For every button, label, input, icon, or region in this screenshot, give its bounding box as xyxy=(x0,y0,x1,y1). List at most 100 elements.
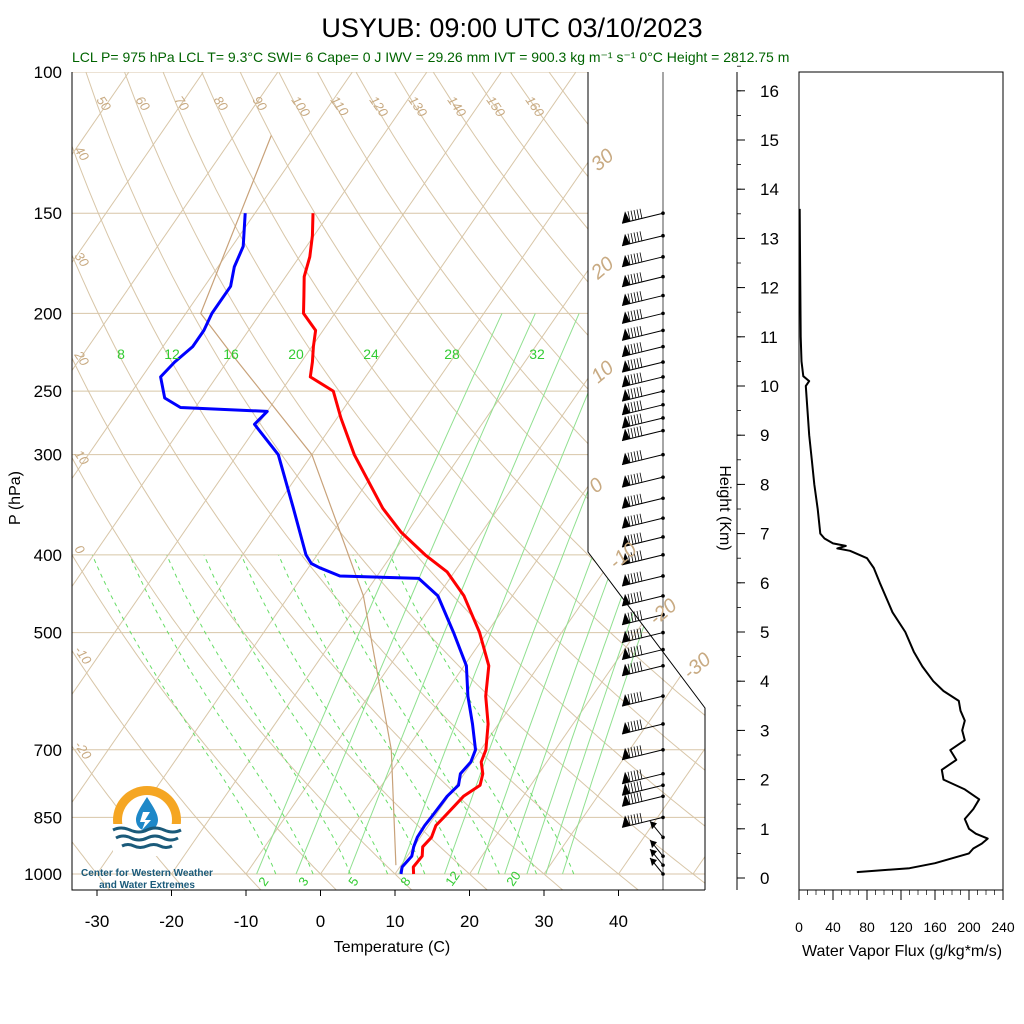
wind-barb-flag xyxy=(622,721,630,734)
wind-barb-feather xyxy=(627,612,631,623)
y-axis-label: P (hPa) xyxy=(7,471,24,525)
wind-barb-dot xyxy=(661,255,665,259)
wind-barb-dot xyxy=(661,594,665,598)
wind-barb-feather xyxy=(633,770,637,781)
flux-x-tick-label: 240 xyxy=(991,919,1015,935)
wind-barb-staff xyxy=(621,816,664,828)
flux-x-tick-label: 200 xyxy=(957,919,981,935)
wind-barb-feather xyxy=(636,628,640,639)
sounding-profiles xyxy=(159,213,491,875)
wind-barb-staff xyxy=(621,212,664,224)
wind-barb-feather xyxy=(627,475,631,486)
dry-adiabat-label: 160 xyxy=(523,93,548,120)
wind-barb-staff xyxy=(621,390,664,402)
wind-barb-dot xyxy=(661,771,665,776)
wind-barb-flag xyxy=(622,663,630,676)
wind-barb-feather xyxy=(633,551,637,562)
wind-barb-feather xyxy=(636,745,640,757)
mixing-ratio-label: 24 xyxy=(363,346,379,362)
wind-barb-feather xyxy=(639,291,643,302)
wind-barb-flag xyxy=(622,360,630,373)
wind-barb-feather xyxy=(627,311,631,322)
dry-adiabat-line xyxy=(162,72,705,890)
dry-adiabat-line xyxy=(72,72,187,890)
wind-barb-feather xyxy=(627,815,631,826)
wind-barb-feather xyxy=(639,812,643,824)
wind-barb-feather xyxy=(639,571,643,582)
wind-barb-feather xyxy=(639,661,643,672)
height-tick-label: 0 xyxy=(760,869,769,888)
wind-barb-feather xyxy=(627,573,631,585)
wind-barb-feather xyxy=(630,402,634,413)
wind-barb-dot xyxy=(661,274,665,279)
wind-barb-feather xyxy=(636,231,640,242)
wind-barb-feather xyxy=(627,452,631,463)
wind-barb-staff xyxy=(621,517,664,529)
dry-adiabat-line xyxy=(587,72,705,890)
wind-barb-dot xyxy=(661,630,665,635)
wind-barb-feather xyxy=(630,343,634,355)
height-tick-label: 16 xyxy=(760,82,779,101)
wind-barb-flag xyxy=(622,552,630,565)
wind-barb-dot xyxy=(661,863,665,867)
wind-barb-feather xyxy=(639,208,643,219)
wind-barb-flag xyxy=(650,849,657,858)
wind-barb-feather xyxy=(633,414,637,425)
wind-barb-feather xyxy=(627,428,631,439)
wind-barb-feather xyxy=(636,426,640,437)
wind-barb-feather xyxy=(627,771,631,782)
wind-barb-dot xyxy=(661,293,665,298)
wind-barb-feather xyxy=(627,344,631,355)
wind-barb-dot xyxy=(661,835,665,840)
wind-barb-flag xyxy=(622,374,630,387)
wind-barb-feather xyxy=(630,721,634,732)
height-tick-label: 6 xyxy=(760,574,769,593)
wind-barb-staff xyxy=(621,235,664,247)
x-tick-label: -30 xyxy=(85,912,110,931)
wind-barb-dot xyxy=(661,452,665,457)
wind-barb-feather xyxy=(627,721,631,733)
x-tick-label: 10 xyxy=(386,912,405,931)
wind-barb-dot xyxy=(661,475,665,479)
wind-barb-flag xyxy=(622,475,630,488)
wind-barb-flag xyxy=(622,293,630,306)
wind-barb-dot xyxy=(661,872,665,876)
flux-x-axis-label: Water Vapor Flux (g/kg*m/s) xyxy=(802,943,1002,960)
wind-barb xyxy=(621,745,665,761)
wind-barb xyxy=(621,413,665,429)
dry-adiabat-line xyxy=(548,72,705,890)
wind-barb xyxy=(621,719,665,735)
wind-barb-dot xyxy=(661,794,665,799)
wind-barb-flag xyxy=(622,593,630,606)
wind-barb-feather xyxy=(630,374,634,385)
wind-barb-dot xyxy=(661,403,665,407)
mixing-ratio-bottom-label: 8 xyxy=(397,874,413,889)
mixing-ratio-line xyxy=(477,313,688,875)
flux-x-tick-label: 40 xyxy=(825,919,841,935)
wind-barb-feather xyxy=(633,401,637,412)
moist-adiabat-line xyxy=(389,554,575,875)
height-tick-label: 14 xyxy=(760,180,779,199)
wind-barb-feather xyxy=(636,358,640,369)
wind-barb-feather xyxy=(636,591,640,603)
wind-barb-feather xyxy=(636,533,640,544)
wind-barb xyxy=(621,550,665,566)
wind-barb-flag xyxy=(622,573,630,586)
wind-barb-feather xyxy=(627,630,631,641)
wind-barb-feather xyxy=(636,572,640,583)
wind-barb-feather xyxy=(639,532,643,543)
moist-adiabat-line xyxy=(315,554,500,875)
wind-barb-staff xyxy=(621,476,664,488)
dry-adiabat-line xyxy=(471,72,705,890)
dry-adiabat-line xyxy=(72,72,565,890)
wind-barb-feather xyxy=(630,210,634,221)
isotherm-line xyxy=(96,72,651,875)
y-tick-label: 400 xyxy=(34,546,62,565)
wind-barb-dot xyxy=(661,233,665,238)
mixing-ratio-bottom-label: 5 xyxy=(345,874,361,889)
wind-barb-feather xyxy=(627,794,631,805)
wind-barb-feather xyxy=(639,413,643,424)
y-tick-label: 500 xyxy=(34,624,62,643)
wind-barb-flag xyxy=(622,344,630,357)
isotherm-line xyxy=(72,72,428,875)
